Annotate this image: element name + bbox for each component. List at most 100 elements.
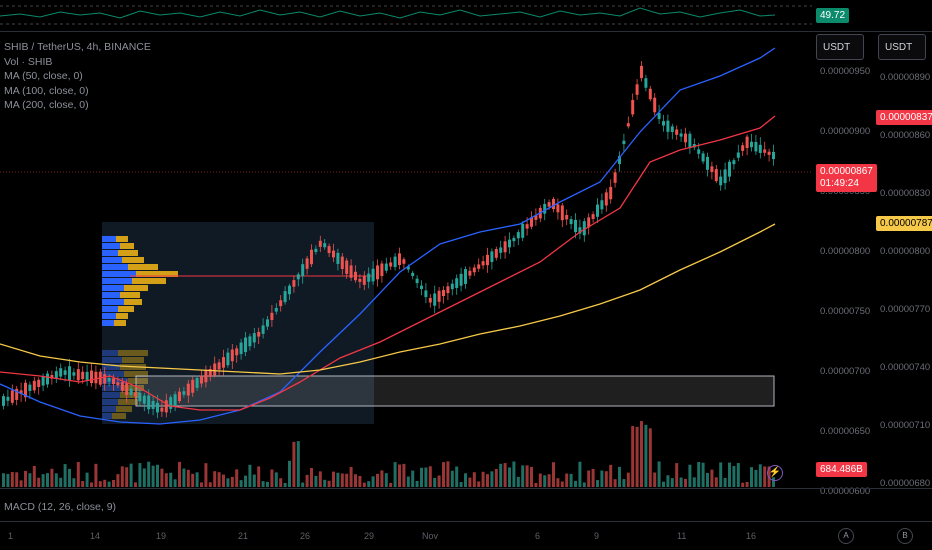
volume-bar xyxy=(301,482,305,487)
price-axis[interactable]: 0.000009500.000009000.000008500.00000800… xyxy=(812,32,932,497)
volume-bar xyxy=(459,482,463,487)
candle-body xyxy=(701,153,705,162)
volume-bar xyxy=(279,478,283,487)
price-chart[interactable] xyxy=(0,32,812,487)
price-axis-label: 0.00000860 xyxy=(880,130,931,141)
candle-body xyxy=(270,312,274,320)
volume-bar xyxy=(151,465,155,487)
volume-value-tag: 684.486B xyxy=(816,462,867,477)
volume-bar xyxy=(587,470,591,487)
volume-bar xyxy=(503,463,507,487)
auto-scale-button[interactable]: A xyxy=(838,528,854,544)
volume-bars xyxy=(2,421,775,487)
volume-bar xyxy=(367,481,371,487)
price-axis-label: 0.00000950 xyxy=(820,66,871,77)
date-label: 9 xyxy=(594,531,600,541)
volume-bar xyxy=(398,464,401,487)
volume-bar xyxy=(98,481,102,487)
volume-bar xyxy=(732,466,736,487)
candle-body xyxy=(675,129,679,135)
chart-legend: SHIB / TetherUS, 4h, BINANCE Vol · SHIB … xyxy=(4,40,151,113)
candle-body xyxy=(494,249,498,258)
candle-body xyxy=(336,252,340,264)
candle-body xyxy=(54,371,58,379)
candle-body xyxy=(332,250,335,258)
volume-bar xyxy=(169,472,173,487)
volume-bar xyxy=(719,462,723,487)
candle-body xyxy=(547,202,551,207)
currency-button-right[interactable]: USDT xyxy=(878,34,926,60)
volume-bar xyxy=(525,465,529,487)
volume-bar xyxy=(332,471,335,487)
volume-bar xyxy=(191,473,195,487)
volume-bar xyxy=(10,472,14,487)
main-chart-pane[interactable]: SHIB / TetherUS, 4h, BINANCE Vol · SHIB … xyxy=(0,32,932,497)
volume-bar xyxy=(433,477,437,487)
candle-body xyxy=(257,331,261,337)
candle-body xyxy=(622,140,626,145)
candle-body xyxy=(631,99,635,115)
price-axis-label: 0.00000800 xyxy=(820,246,871,257)
candle-body xyxy=(499,247,503,253)
candle-body xyxy=(534,215,538,220)
volume-bar xyxy=(494,468,498,487)
candle-body xyxy=(50,375,54,379)
volume-bar xyxy=(195,472,199,487)
candle-body xyxy=(2,396,5,406)
volume-bar xyxy=(442,462,445,487)
candle-body xyxy=(116,382,120,386)
volume-bar xyxy=(516,476,520,487)
lightning-icon[interactable]: ⚡ xyxy=(767,465,783,481)
volume-bar xyxy=(653,472,657,487)
candle-body xyxy=(274,307,278,312)
volume-bar xyxy=(41,474,45,487)
time-axis[interactable]: 1 14 19 21 26 29 Nov 6 9 11 16 A B xyxy=(0,522,932,550)
date-label: 26 xyxy=(300,531,311,541)
volume-bar xyxy=(728,462,731,487)
candle-body xyxy=(618,156,621,164)
date-label: 21 xyxy=(238,531,249,541)
price-axis-label: 0.00000770 xyxy=(880,304,931,315)
candle-body xyxy=(314,248,318,252)
ma-yellow-price-tag: 0.00000787 xyxy=(876,216,932,231)
candle-body xyxy=(46,373,49,385)
candle-body xyxy=(477,264,481,269)
candle-body xyxy=(266,319,269,327)
candle-body xyxy=(772,151,775,160)
volume-bar xyxy=(477,481,481,487)
currency-button-left[interactable]: USDT xyxy=(816,34,864,60)
volume-bar xyxy=(371,476,375,487)
macd-pane[interactable]: MACD (12, 26, close, 9) xyxy=(0,489,932,521)
candle-body xyxy=(653,97,657,113)
candle-body xyxy=(530,217,533,227)
candle-body xyxy=(736,152,740,158)
volume-bar xyxy=(94,463,98,487)
volume-bar xyxy=(499,463,503,487)
candle-body xyxy=(318,240,322,247)
volume-bar xyxy=(314,475,318,487)
volume-bar xyxy=(235,469,239,487)
volume-bar xyxy=(266,481,269,487)
candle-body xyxy=(24,382,27,398)
log-scale-button[interactable]: B xyxy=(897,528,913,544)
volume-bar xyxy=(613,479,617,487)
volume-bar xyxy=(164,473,168,487)
volume-bar xyxy=(750,467,753,487)
volume-bar xyxy=(362,482,366,487)
volume-bar xyxy=(85,472,89,487)
candle-body xyxy=(248,336,252,347)
candle-body xyxy=(455,278,459,288)
candle-body xyxy=(406,266,410,270)
candle-body xyxy=(292,280,296,287)
price-axis-label: 0.00000680 xyxy=(880,478,931,489)
candle-body xyxy=(323,243,327,248)
volume-bar xyxy=(217,472,221,487)
last-price-value: 0.00000867 xyxy=(820,166,873,177)
volume-bar xyxy=(420,467,423,487)
volume-bar xyxy=(697,462,701,487)
volume-bar xyxy=(90,482,93,487)
candle-body xyxy=(164,400,168,413)
volume-bar xyxy=(736,463,740,487)
candle-body xyxy=(129,388,133,395)
candle-body xyxy=(402,259,406,264)
